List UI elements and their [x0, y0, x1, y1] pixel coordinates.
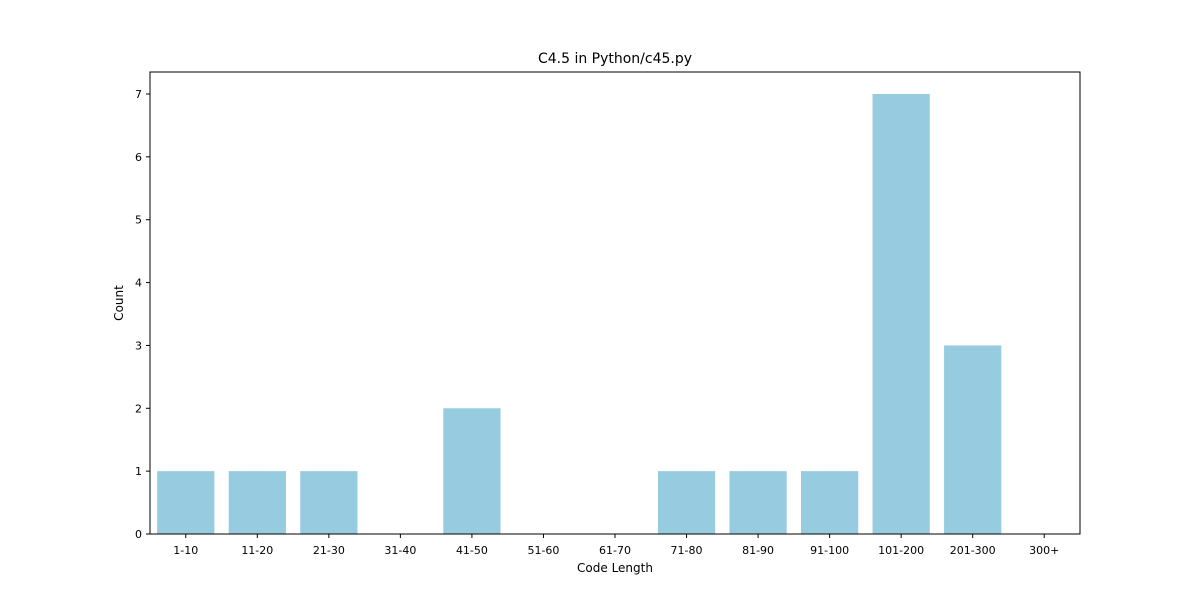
bar-21-30: [300, 471, 358, 534]
y-tick-label: 6: [135, 151, 142, 164]
x-tick-label: 31-40: [384, 544, 416, 557]
bar-81-90: [729, 471, 787, 534]
plot-frame: [149, 71, 1081, 535]
y-tick-label: 2: [135, 402, 142, 415]
x-tick-label: 201-300: [950, 544, 996, 557]
x-axis-ticks: 1-10 11-20 21-30 31-40 41-50 51-60 61-70 71-80 8…: [173, 534, 1059, 557]
bar-201-300: [944, 345, 1002, 534]
x-tick-label: 81-90: [742, 544, 774, 557]
y-tick-label: 7: [135, 88, 142, 101]
bars-group: [157, 94, 1002, 534]
x-tick-label: 1-10: [173, 544, 198, 557]
y-tick-label: 1: [135, 465, 142, 478]
x-tick-label: 300+: [1029, 544, 1059, 557]
y-tick-label: 5: [135, 214, 142, 227]
x-tick-label: 101-200: [878, 544, 924, 557]
x-tick-label: 61-70: [599, 544, 631, 557]
bar-71-80: [657, 471, 716, 534]
bar-1-10: [157, 471, 215, 534]
bar-91-100: [801, 471, 859, 534]
x-tick-label: 11-20: [241, 544, 273, 557]
bar-11-20: [228, 471, 286, 534]
x-tick-label: 91-100: [810, 544, 849, 557]
x-tick-label: 21-30: [313, 544, 345, 557]
bar-101-200: [872, 94, 930, 534]
x-tick-label: 71-80: [671, 544, 703, 557]
chart-title: C4.5 in Python/c45.py: [538, 51, 692, 67]
y-axis-ticks: 0 1 2 3 4 5 6 7: [135, 88, 150, 541]
x-tick-label: 41-50: [456, 544, 488, 557]
y-tick-label: 3: [135, 339, 142, 352]
y-tick-label: 0: [135, 528, 142, 541]
x-tick-label: 51-60: [527, 544, 559, 557]
bar-41-50: [443, 408, 501, 534]
y-tick-label: 4: [135, 277, 142, 290]
y-axis-label: Count: [112, 285, 126, 321]
x-axis-label: Code Length: [577, 561, 653, 575]
